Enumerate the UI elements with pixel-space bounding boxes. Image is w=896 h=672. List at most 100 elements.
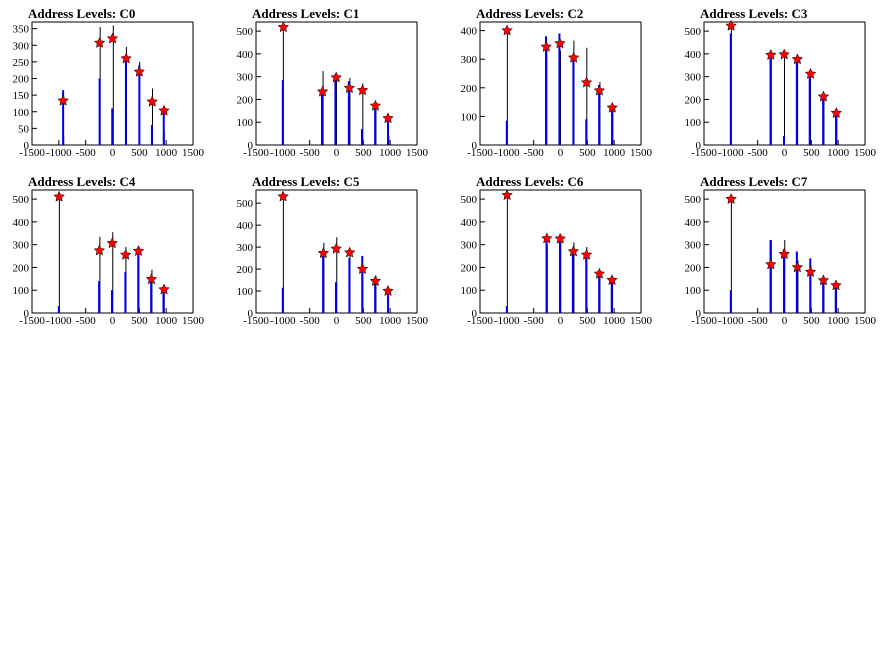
- peak-marker: [778, 248, 791, 260]
- peak-marker: [765, 48, 777, 60]
- y-tick-label: 300: [461, 54, 478, 66]
- x-tick-label: -1500: [19, 315, 45, 327]
- x-tick-label: -1000: [46, 147, 72, 159]
- chart-title: Address Levels: C3: [700, 6, 808, 21]
- x-tick-label: -1000: [718, 315, 744, 327]
- peak-marker: [593, 84, 606, 96]
- x-tick-label: 0: [110, 147, 116, 159]
- y-tick-label: 200: [461, 262, 478, 274]
- y-tick-label: 300: [237, 242, 254, 254]
- peak-marker: [554, 232, 567, 244]
- peak-marker: [725, 19, 737, 31]
- x-tick-label: 0: [558, 315, 564, 327]
- peak-marker: [106, 237, 119, 249]
- chart-panel-0: Address Levels: C0 0 50 100 150 200 250 300 350 -…: [13, 6, 205, 159]
- y-tick-label: 350: [13, 24, 30, 36]
- y-tick-label: 200: [13, 74, 30, 86]
- y-tick-label: 500: [237, 26, 254, 38]
- y-tick-label: 100: [237, 117, 254, 129]
- y-tick-label: 300: [685, 72, 702, 84]
- y-tick-label: 300: [685, 240, 702, 252]
- y-tick-label: 200: [237, 94, 254, 106]
- x-tick-label: 1000: [155, 315, 178, 327]
- peak-marker: [804, 67, 817, 79]
- y-tick-label: 500: [685, 194, 702, 206]
- x-tick-label: 0: [558, 147, 564, 159]
- y-tick-label: 50: [18, 123, 30, 135]
- peak-marker: [120, 52, 132, 64]
- chart-panel-4: Address Levels: C40100200300400500-1500-…: [13, 174, 205, 327]
- x-tick-label: 1000: [827, 147, 850, 159]
- x-tick-label: -500: [300, 147, 321, 159]
- y-tick-label: 500: [13, 194, 30, 206]
- y-tick-label: 100: [461, 285, 478, 297]
- x-tick-label: -500: [300, 315, 321, 327]
- y-tick-label: 150: [13, 90, 30, 102]
- y-tick-label: 0: [696, 308, 702, 320]
- x-tick-label: 1500: [182, 147, 205, 159]
- y-tick-label: 0: [696, 140, 702, 152]
- x-tick-label: 1000: [827, 315, 850, 327]
- peak-marker: [817, 90, 830, 102]
- x-tick-label: 0: [334, 315, 340, 327]
- peak-marker: [567, 245, 580, 257]
- x-tick-label: 500: [355, 315, 372, 327]
- peak-marker: [778, 48, 791, 60]
- x-tick-label: -1500: [243, 147, 269, 159]
- chart-panel-6: Address Levels: C60100200300400500-1500-…: [461, 174, 653, 327]
- y-tick-label: 0: [248, 308, 254, 320]
- y-tick-label: 500: [237, 198, 254, 210]
- y-tick-label: 400: [685, 49, 702, 61]
- y-tick-label: 0: [24, 308, 30, 320]
- peak-marker: [356, 84, 369, 96]
- peak-marker: [146, 95, 159, 107]
- y-tick-label: 300: [461, 240, 478, 252]
- peak-marker: [93, 244, 106, 256]
- peak-marker: [804, 265, 817, 277]
- y-tick-label: 100: [685, 285, 702, 297]
- peak-marker: [606, 274, 618, 286]
- x-tick-label: -500: [524, 147, 545, 159]
- peak-marker: [57, 94, 69, 106]
- x-tick-label: -500: [76, 147, 97, 159]
- peak-marker: [356, 262, 369, 275]
- y-tick-label: 100: [461, 111, 478, 123]
- peak-marker: [593, 267, 606, 279]
- x-tick-label: -1000: [46, 315, 72, 327]
- x-tick-label: 0: [334, 147, 340, 159]
- peak-marker: [277, 190, 289, 202]
- y-tick-label: 300: [13, 40, 30, 52]
- peak-marker: [382, 112, 394, 124]
- y-tick-label: 400: [685, 217, 702, 229]
- x-tick-label: 1000: [379, 315, 402, 327]
- x-tick-label: -500: [524, 315, 545, 327]
- x-tick-label: 1500: [630, 315, 653, 327]
- x-tick-label: 1500: [406, 147, 429, 159]
- x-tick-label: 500: [131, 147, 148, 159]
- peak-marker: [119, 248, 132, 260]
- x-tick-label: 500: [803, 147, 820, 159]
- x-tick-label: -1000: [718, 147, 744, 159]
- chart-title: Address Levels: C1: [252, 6, 359, 21]
- chart-panel-7: Address Levels: C70100200300400500-1500-…: [685, 174, 877, 327]
- y-tick-label: 0: [472, 308, 478, 320]
- x-tick-label: 500: [579, 147, 596, 159]
- peak-marker: [277, 21, 290, 33]
- x-tick-label: -500: [748, 147, 769, 159]
- chart-title: Address Levels: C4: [28, 174, 136, 189]
- peak-marker: [106, 32, 119, 44]
- peak-marker: [133, 65, 146, 77]
- x-tick-label: -1000: [270, 147, 296, 159]
- peak-marker: [554, 37, 566, 49]
- chart-title: Address Levels: C2: [476, 6, 583, 21]
- x-tick-label: -500: [76, 315, 97, 327]
- peak-marker: [606, 101, 619, 113]
- x-tick-label: -1500: [19, 147, 45, 159]
- y-tick-label: 400: [461, 217, 478, 229]
- y-tick-label: 300: [13, 240, 30, 252]
- x-tick-label: -1500: [691, 147, 717, 159]
- x-tick-label: 0: [782, 147, 788, 159]
- y-tick-label: 400: [237, 49, 254, 61]
- peak-marker: [53, 190, 65, 202]
